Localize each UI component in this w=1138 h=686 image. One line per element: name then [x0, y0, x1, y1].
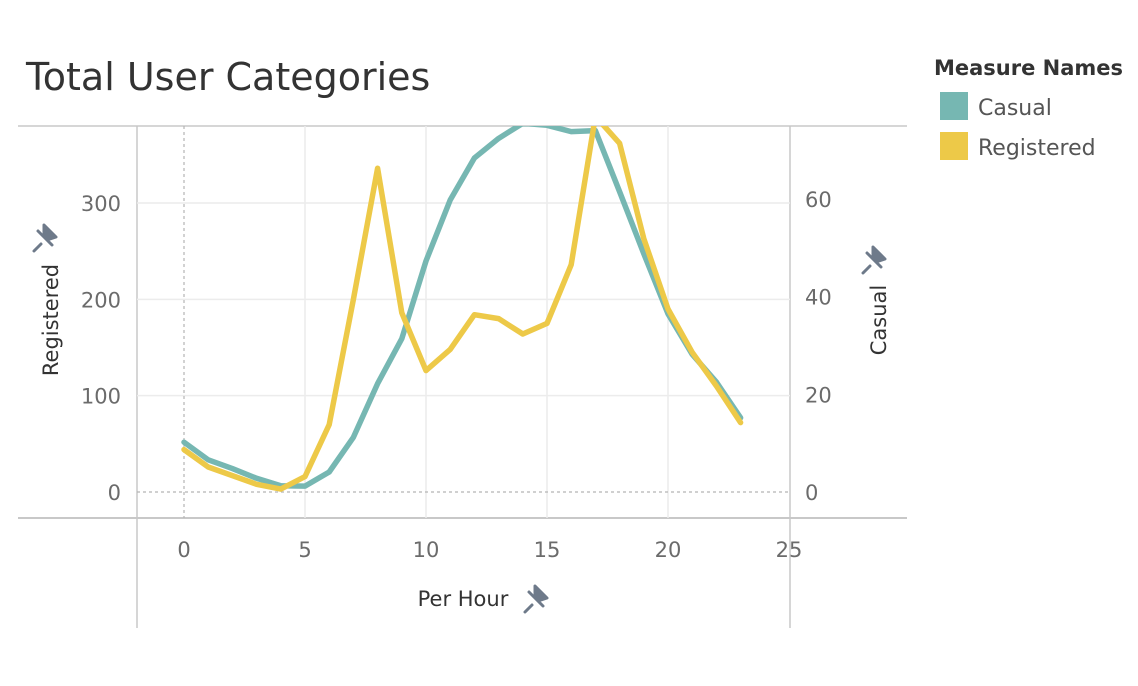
- y-right-tick-label: 40: [805, 286, 832, 310]
- y-left-tick-label: 300: [81, 192, 121, 216]
- series-line-casual: [181, 126, 744, 489]
- y-right-tick-label: 60: [805, 188, 832, 212]
- x-tick-label: 5: [298, 538, 311, 562]
- legend-label-registered: Registered: [978, 136, 1096, 161]
- y-right-tick-label: 0: [805, 481, 818, 505]
- y-left-axis-title: Registered: [39, 264, 63, 376]
- x-axis-title: Per Hour: [418, 587, 509, 611]
- x-axis-ticks: 0 5 10 15 20 25: [177, 538, 802, 562]
- x-tick-label: 0: [177, 538, 190, 562]
- chart-frame: [18, 125, 907, 628]
- x-tick-label: 25: [776, 538, 803, 562]
- legend-title: Measure Names: [934, 56, 1123, 80]
- gridlines: [137, 126, 790, 518]
- pin-icon[interactable]: [861, 245, 887, 275]
- right-axis-ticks: 0 20 40 60: [805, 188, 832, 505]
- pin-icon[interactable]: [523, 584, 549, 614]
- chart-title: Total User Categories: [25, 55, 430, 99]
- series-lines: [181, 126, 744, 492]
- y-right-axis-title: Casual: [867, 285, 891, 356]
- x-tick-label: 10: [413, 538, 440, 562]
- legend[interactable]: Measure Names Casual Registered: [934, 56, 1123, 161]
- x-tick-label: 20: [655, 538, 682, 562]
- legend-swatch-casual: [940, 92, 968, 120]
- series-line-registered: [181, 126, 744, 492]
- legend-label-casual: Casual: [978, 96, 1052, 121]
- pin-icon[interactable]: [32, 223, 58, 253]
- y-right-tick-label: 20: [805, 383, 832, 407]
- y-left-tick-label: 200: [81, 288, 121, 312]
- legend-swatch-registered: [940, 132, 968, 160]
- left-axis-ticks: 0 100 200 300: [81, 192, 121, 505]
- x-tick-label: 15: [534, 538, 561, 562]
- y-left-tick-label: 0: [108, 481, 121, 505]
- y-left-tick-label: 100: [81, 385, 121, 409]
